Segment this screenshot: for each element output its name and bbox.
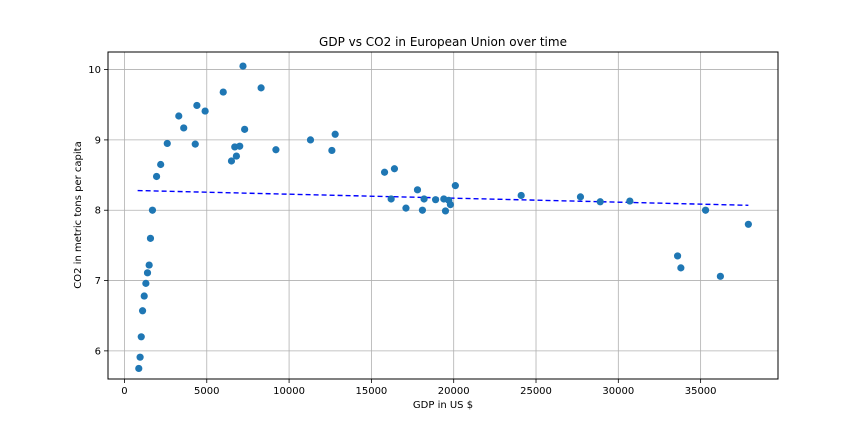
data-point [451,182,459,190]
x-axis-ticks: 0 5000 10000 15000 20000 25000 30000 35000 [121,379,717,397]
y-tick-label: 10 [88,65,101,76]
data-point [272,146,280,154]
x-tick-label: 15000 [355,386,387,397]
x-tick-label: 10000 [273,386,305,397]
data-point [191,140,199,148]
x-axis-label: GDP in US $ [413,400,473,411]
data-point [402,204,410,212]
data-point [744,220,752,228]
data-point [232,152,241,160]
data-point [673,252,682,260]
data-point [576,193,585,201]
data-point [517,191,525,200]
data-point [677,264,685,272]
x-tick-label: 25000 [520,386,552,397]
data-point [390,165,399,173]
x-tick-label: 30000 [602,386,634,397]
data-point [142,279,150,287]
data-point [137,333,145,341]
data-point [227,157,236,165]
data-point [441,207,450,215]
data-point [163,139,171,148]
x-tick-label: 20000 [438,386,470,397]
data-point [328,146,336,155]
data-point [175,112,183,120]
data-point [145,261,153,269]
data-point [219,88,227,96]
y-tick-label: 8 [95,206,101,217]
data-point [146,234,155,242]
x-tick-label: 0 [121,386,127,397]
data-point [626,197,634,205]
x-tick-label: 35000 [685,386,717,397]
data-point [596,198,604,206]
data-point [138,307,147,315]
data-point [148,206,157,214]
data-point [241,125,249,133]
data-point [193,101,201,110]
x-tick-label: 5000 [194,386,219,397]
data-point [701,206,710,214]
data-point [418,206,427,214]
data-point [157,160,165,169]
data-point [306,136,315,144]
chart-title: GDP vs CO2 in European Union over time [319,35,567,49]
data-point [201,107,209,115]
data-points [135,62,752,373]
data-point [387,195,395,203]
data-point [180,124,188,132]
plot-frame [107,51,779,380]
data-point [413,186,422,194]
y-tick-label: 7 [95,276,101,287]
data-point [446,201,455,209]
data-point [331,130,339,138]
y-axis-ticks: 6 7 8 9 10 [88,65,108,357]
y-tick-label: 6 [95,346,101,357]
y-tick-label: 9 [95,135,101,146]
data-point [135,364,143,373]
data-point [431,196,440,204]
data-point [143,269,152,277]
y-axis-label: CO2 in metric tons per capita [73,141,84,288]
grid [108,52,778,379]
data-point [136,353,144,361]
data-point [140,292,148,300]
data-point [420,195,428,203]
data-point [257,84,265,92]
data-point [239,62,247,70]
data-point [716,272,724,280]
data-point [236,142,244,150]
data-point [380,168,389,176]
data-point [152,172,161,181]
